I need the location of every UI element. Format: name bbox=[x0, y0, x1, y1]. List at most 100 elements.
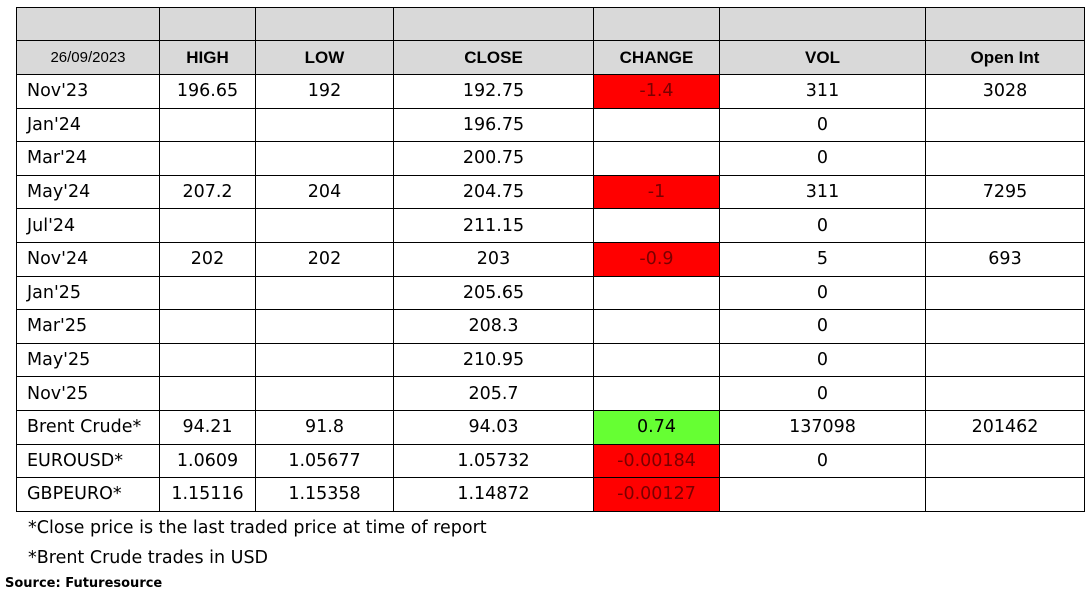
cell-close: 208.3 bbox=[393, 309, 594, 344]
cell-vol: 0 bbox=[719, 376, 926, 411]
cell-open-int bbox=[925, 477, 1085, 512]
cell-high: 196.65 bbox=[159, 74, 256, 109]
cell-change bbox=[593, 376, 720, 411]
cell-vol: 137098 bbox=[719, 409, 926, 445]
cell-change bbox=[593, 107, 720, 143]
cell-change bbox=[593, 275, 720, 311]
cell-low: 1.05677 bbox=[255, 443, 394, 479]
cell-high: 1.15116 bbox=[159, 477, 256, 512]
cell-change bbox=[593, 309, 720, 344]
cell-high bbox=[159, 208, 256, 243]
table-row: Jan'24 196.75 0 bbox=[16, 107, 1085, 143]
column-header-open-int: Open Int bbox=[925, 40, 1085, 75]
blank-cell bbox=[593, 7, 720, 41]
blank-cell bbox=[16, 7, 160, 41]
cell-change bbox=[593, 342, 720, 378]
cell-high bbox=[159, 141, 256, 176]
cell-label: Nov'24 bbox=[16, 241, 160, 277]
cell-close: 192.75 bbox=[393, 74, 594, 109]
cell-high bbox=[159, 342, 256, 378]
cell-high: 94.21 bbox=[159, 409, 256, 445]
cell-high bbox=[159, 376, 256, 411]
cell-vol: 0 bbox=[719, 208, 926, 243]
cell-label: May'25 bbox=[16, 342, 160, 378]
table-row: EUROUSD* 1.0609 1.05677 1.05732 -0.00184 0 bbox=[16, 443, 1085, 479]
cell-change bbox=[593, 208, 720, 243]
cell-open-int bbox=[925, 309, 1085, 344]
table-row: Jul'24 211.15 0 bbox=[16, 208, 1085, 243]
cell-vol: 5 bbox=[719, 241, 926, 277]
cell-high bbox=[159, 309, 256, 344]
cell-close: 200.75 bbox=[393, 141, 594, 176]
table-row: Nov'24 202 202 203 -0.9 5 693 bbox=[16, 241, 1085, 277]
table-row: May'24 207.2 204 204.75 -1 311 7295 bbox=[16, 174, 1085, 210]
table-row: GBPEURO* 1.15116 1.15358 1.14872 -0.00127 bbox=[16, 477, 1085, 512]
cell-close: 205.65 bbox=[393, 275, 594, 311]
cell-vol: 311 bbox=[719, 174, 926, 210]
cell-low bbox=[255, 141, 394, 176]
table-row: Mar'24 200.75 0 bbox=[16, 141, 1085, 176]
cell-close: 205.7 bbox=[393, 376, 594, 411]
cell-label: Mar'25 bbox=[16, 309, 160, 344]
column-header-close: CLOSE bbox=[393, 40, 594, 75]
table-row: Nov'23 196.65 192 192.75 -1.4 311 3028 bbox=[16, 74, 1085, 109]
cell-low bbox=[255, 309, 394, 344]
cell-vol: 0 bbox=[719, 342, 926, 378]
cell-low: 204 bbox=[255, 174, 394, 210]
cell-open-int: 7295 bbox=[925, 174, 1085, 210]
cell-label: Nov'25 bbox=[16, 376, 160, 411]
cell-label: Jan'24 bbox=[16, 107, 160, 143]
cell-low bbox=[255, 107, 394, 143]
cell-low: 91.8 bbox=[255, 409, 394, 445]
blank-cell bbox=[159, 7, 256, 41]
cell-close: 210.95 bbox=[393, 342, 594, 378]
cell-label: May'24 bbox=[16, 174, 160, 210]
cell-label: Jan'25 bbox=[16, 275, 160, 311]
cell-open-int bbox=[925, 376, 1085, 411]
cell-change: -0.00184 bbox=[593, 443, 720, 479]
cell-low: 1.15358 bbox=[255, 477, 394, 512]
cell-open-int: 693 bbox=[925, 241, 1085, 277]
cell-high bbox=[159, 275, 256, 311]
blank-cell bbox=[393, 7, 594, 41]
cell-label: EUROUSD* bbox=[16, 443, 160, 479]
column-header-high: HIGH bbox=[159, 40, 256, 75]
cell-change: -1 bbox=[593, 174, 720, 210]
cell-close: 196.75 bbox=[393, 107, 594, 143]
table-row: Jan'25 205.65 0 bbox=[16, 275, 1085, 311]
cell-vol bbox=[719, 477, 926, 512]
cell-close: 1.14872 bbox=[393, 477, 594, 512]
blank-header-row bbox=[16, 7, 1085, 41]
table-row: Brent Crude* 94.21 91.8 94.03 0.74 137098 2014… bbox=[16, 409, 1085, 445]
cell-open-int: 3028 bbox=[925, 74, 1085, 109]
cell-change bbox=[593, 141, 720, 176]
source-credit: Source: Futuresource bbox=[5, 576, 163, 591]
table-row: May'25 210.95 0 bbox=[16, 342, 1085, 378]
cell-close: 94.03 bbox=[393, 409, 594, 445]
cell-vol: 0 bbox=[719, 107, 926, 143]
table-row: Mar'25 208.3 0 bbox=[16, 309, 1085, 344]
cell-low bbox=[255, 376, 394, 411]
cell-low bbox=[255, 342, 394, 378]
cell-open-int bbox=[925, 275, 1085, 311]
cell-label: Nov'23 bbox=[16, 74, 160, 109]
cell-label: Mar'24 bbox=[16, 141, 160, 176]
blank-cell bbox=[719, 7, 926, 41]
cell-low bbox=[255, 208, 394, 243]
column-header-row: 26/09/2023 HIGH LOW CLOSE CHANGE VOL Ope… bbox=[16, 40, 1085, 75]
footnote-brent: *Brent Crude trades in USD bbox=[28, 548, 269, 568]
cell-label: Brent Crude* bbox=[16, 409, 160, 445]
column-header-change: CHANGE bbox=[593, 40, 720, 75]
cell-high bbox=[159, 107, 256, 143]
footnotes: *Close price is the last traded price at… bbox=[28, 513, 487, 573]
cell-open-int bbox=[925, 141, 1085, 176]
cell-open-int bbox=[925, 342, 1085, 378]
cell-open-int bbox=[925, 107, 1085, 143]
cell-vol: 0 bbox=[719, 309, 926, 344]
blank-cell bbox=[255, 7, 394, 41]
cell-close: 203 bbox=[393, 241, 594, 277]
column-header-vol: VOL bbox=[719, 40, 926, 75]
cell-low: 192 bbox=[255, 74, 394, 109]
cell-label: GBPEURO* bbox=[16, 477, 160, 512]
cell-change: -0.9 bbox=[593, 241, 720, 277]
